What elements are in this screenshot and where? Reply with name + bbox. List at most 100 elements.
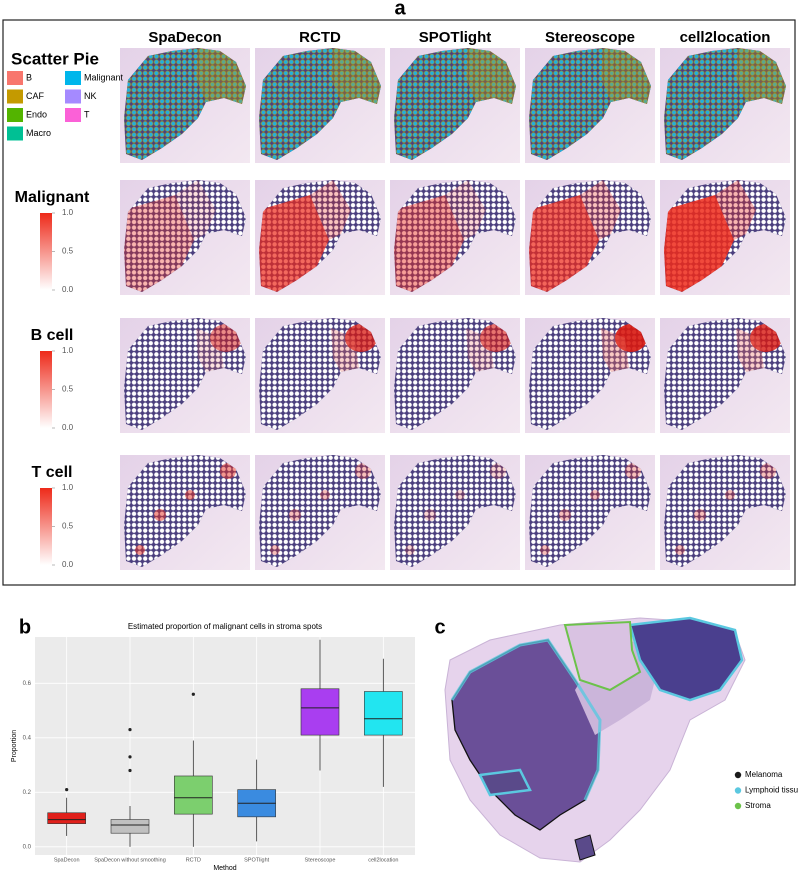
colorbar [40, 488, 52, 565]
row-title: Malignant [15, 189, 90, 206]
outlier [191, 692, 195, 696]
region-overlay [725, 490, 735, 500]
colorbar-tick-label: 1.0 [62, 208, 74, 217]
region-overlay [405, 545, 415, 555]
spatial-map [255, 455, 385, 570]
colorbar [40, 351, 52, 428]
colorbar-tick-label: 1.0 [62, 483, 74, 492]
region-overlay [736, 48, 786, 104]
outlier [128, 755, 132, 759]
column-header: RCTD [299, 29, 341, 46]
colorbar-tick-label: 0.5 [62, 522, 74, 531]
region-overlay [760, 463, 776, 479]
region-overlay [445, 180, 486, 240]
region-overlay [466, 328, 494, 372]
column-header: Stereoscope [545, 29, 635, 46]
region-overlay [615, 324, 647, 352]
legend-swatch [7, 89, 23, 104]
region-overlay [394, 195, 464, 292]
spatial-map [255, 48, 385, 163]
legend-label: CAF [26, 91, 45, 101]
region-overlay [480, 324, 512, 352]
region-overlay [715, 180, 756, 240]
region-overlay [289, 509, 301, 521]
region-overlay [590, 490, 600, 500]
legend-swatch [7, 108, 23, 122]
region-overlay [135, 545, 145, 555]
y-tick-label: 0.0 [23, 844, 32, 850]
x-tick-label: SPOTlight [244, 857, 270, 863]
region-overlay [154, 509, 166, 521]
region-overlay [529, 195, 599, 292]
spatial-map [120, 455, 250, 570]
x-tick-label: Stereoscope [305, 857, 336, 863]
x-tick-label: SpaDecon without smoothing [94, 857, 166, 863]
spatial-map [390, 48, 520, 163]
spatial-map [390, 180, 520, 295]
column-header: SPOTlight [419, 29, 492, 46]
region-overlay [559, 509, 571, 521]
row-title: B cell [31, 327, 74, 344]
region-overlay [664, 195, 734, 292]
region-overlay [185, 490, 195, 500]
spatial-map [120, 180, 250, 295]
region-overlay [124, 195, 194, 292]
legend-marker [734, 802, 742, 810]
spatial-map [255, 180, 385, 295]
column-header: SpaDecon [148, 29, 221, 46]
region-overlay [220, 463, 236, 479]
region-overlay [540, 545, 550, 555]
panel-label: b [19, 616, 31, 638]
colorbar-tick-label: 0.5 [62, 247, 74, 256]
legend-swatch [65, 71, 81, 85]
x-tick-label: RCTD [186, 857, 201, 863]
spatial-map [525, 48, 655, 163]
spatial-map [390, 318, 520, 433]
region-overlay [736, 328, 764, 372]
colorbar-tick-label: 1.0 [62, 346, 74, 355]
legend-swatch [65, 108, 81, 122]
colorbar-tick-label: 0.0 [62, 423, 74, 432]
region-overlay [490, 463, 506, 479]
legend-marker [734, 771, 742, 779]
box [47, 812, 86, 824]
region-overlay [259, 195, 329, 292]
legend-label: Endo [26, 109, 47, 119]
spatial-map [525, 318, 655, 433]
panel-label: a [394, 0, 406, 19]
colorbar [40, 213, 52, 290]
spatial-map [525, 455, 655, 570]
outlier [128, 728, 132, 732]
spatial-map [660, 48, 790, 163]
region-overlay [196, 328, 224, 372]
legend-label: NK [84, 91, 97, 101]
legend-label: Lymphoid tissue [745, 786, 798, 795]
panel-label: c [434, 616, 445, 638]
y-axis-label: Proportion [11, 730, 18, 762]
row-title: T cell [32, 464, 73, 481]
legend-label: Melanoma [745, 770, 783, 779]
x-tick-label: cell2location [368, 857, 398, 863]
region-overlay [320, 490, 330, 500]
region-overlay [601, 328, 629, 372]
box [300, 688, 340, 736]
tissue-section-image [444, 616, 746, 863]
spatial-map [120, 48, 250, 163]
legend-swatch [7, 71, 23, 85]
spatial-map [525, 180, 655, 295]
spatial-map [255, 318, 385, 433]
plot-background [35, 637, 415, 855]
y-tick-label: 0.6 [23, 681, 32, 687]
region-overlay [196, 48, 246, 104]
region-overlay [750, 324, 782, 352]
region-overlay [210, 324, 242, 352]
region-overlay [580, 180, 621, 240]
colorbar-tick-label: 0.0 [62, 560, 74, 569]
legend-label: Stroma [745, 801, 771, 810]
column-header: cell2location [680, 29, 771, 46]
y-tick-label: 0.2 [23, 790, 32, 796]
y-tick-label: 0.4 [23, 735, 32, 741]
region-overlay [424, 509, 436, 521]
box [110, 819, 150, 834]
